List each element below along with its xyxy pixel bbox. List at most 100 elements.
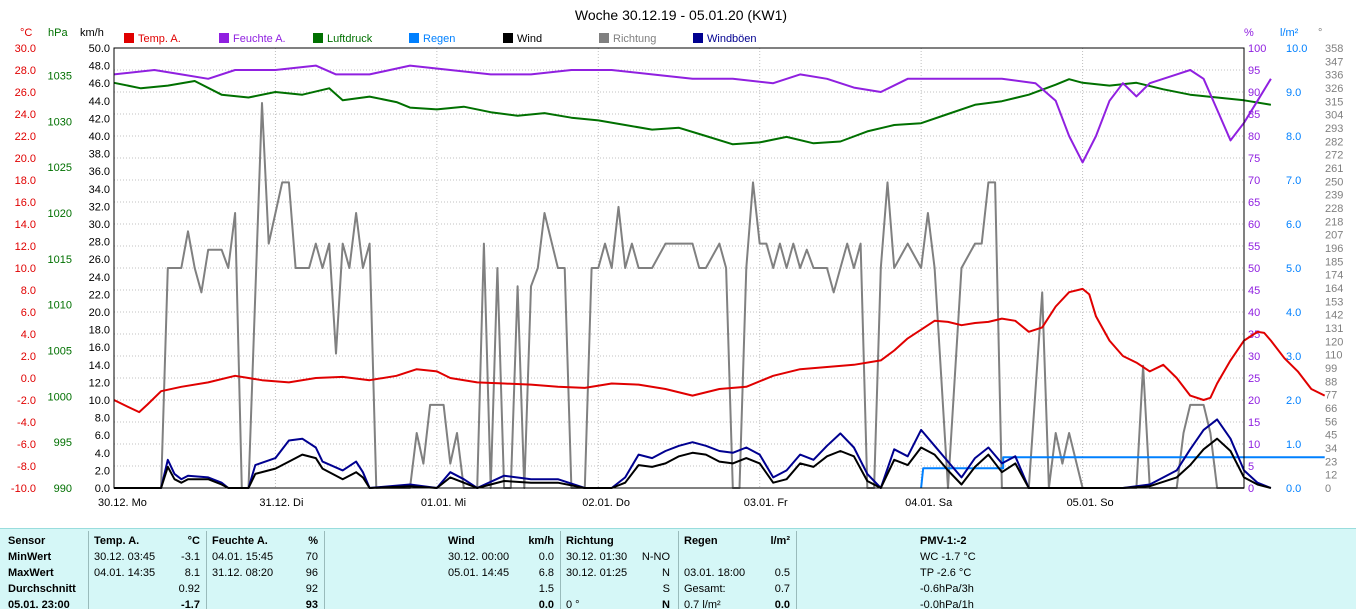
rain-tick-label: 5.0 [1286,263,1301,275]
grid [114,48,1244,488]
series [113,64,1326,489]
direction-tick-label: 0 [1325,483,1331,495]
humidity-tick-label: 60 [1248,219,1260,231]
direction-tick-label: 326 [1325,83,1343,95]
humidity-tick-label: 55 [1248,241,1260,253]
series-line-luftdruck [113,78,1272,146]
header-sensor: Sensor [8,535,46,547]
temp-tick-label: -10.0 [11,483,36,495]
plot-frame [113,47,1245,489]
wind-tick-label: 34.0 [89,184,110,196]
temp-tick-label: 24.0 [15,109,36,121]
direction-tick-label: 34 [1325,443,1337,455]
x-tick-label: 03.01. Fr [744,497,788,509]
max-wind-time: 05.01. 14:45 [448,567,510,579]
wind-tick-label: 16.0 [89,342,110,354]
max-wind-value: 6.8 [538,567,554,579]
direction-tick-label: 174 [1325,270,1343,282]
max-dir-time: 30.12. 01:25 [566,567,628,579]
humidity-tick-label: 90 [1248,87,1260,99]
temp-tick-label: 26.0 [15,87,36,99]
max-temp-time: 04.01. 14:35 [94,567,156,579]
header-wind-unit: km/h [528,535,554,547]
wind-tick-label: 44.0 [89,96,110,108]
wind-tick-label: 48.0 [89,61,110,73]
x-tick-label: 05.01. So [1067,497,1114,509]
header-direction: Richtung [566,535,614,547]
wind-tick-label: 20.0 [89,307,110,319]
direction-tick-label: 228 [1325,203,1343,215]
temp-tick-label: 22.0 [15,131,36,143]
temp-tick-label: 2.0 [21,351,36,363]
stats-divider [206,531,207,609]
direction-tick-label: 142 [1325,310,1343,322]
temp-tick-label: -8.0 [17,461,36,473]
rain-tick-label: 10.0 [1286,43,1307,55]
series-line-richtung [114,102,1244,489]
min-wind-value: 0.0 [538,551,554,563]
humidity-tick-label: 15 [1248,417,1260,429]
wind-tick-label: 36.0 [89,166,110,178]
direction-tick-label: 153 [1325,296,1343,308]
direction-tick-label: 315 [1325,96,1343,108]
legend-swatch [219,33,229,43]
legend: Temp. A. Feuchte A. Luftdruck Regen Wind Rich… [124,33,757,45]
wind-tick-label: 32.0 [89,201,110,213]
legend-label: Richtung [613,33,656,45]
max-rain-value: 0.5 [774,567,790,579]
avg-hum-value: 92 [305,583,318,595]
direction-tick-label: 77 [1325,390,1337,402]
direction-tick-label: 207 [1325,230,1343,242]
avg-wind-value: 1.5 [538,583,554,595]
legend-label: Regen [423,33,455,45]
rain-tick-label: 0.0 [1286,483,1301,495]
max-hum-value: 96 [305,567,318,579]
temp-tick-label: 6.0 [21,307,36,319]
direction-tick-label: 110 [1325,350,1343,362]
statistics-panel: Sensor Temp. A. °C Feuchte A. % Wind km/… [0,528,1356,611]
wind-tick-label: 40.0 [89,131,110,143]
direction-tick-label: 23 [1325,456,1337,468]
pressure-tick-label: 1020 [48,208,72,220]
avg-dir-value: S [662,583,670,595]
rain-tick-label: 6.0 [1286,219,1301,231]
humidity-tick-label: 100 [1248,43,1266,55]
temp-tick-label: 18.0 [15,175,36,187]
current-rain-total: 0.7 l/m² [684,599,721,611]
min-hum-time: 04.01. 15:45 [212,551,274,563]
temp-tick-label: -2.0 [17,395,36,407]
temp-tick-label: 28.0 [15,65,36,77]
wind-tick-label: 50.0 [89,43,110,55]
wind-tick-label: 30.0 [89,219,110,231]
rain-tick-label: 2.0 [1286,395,1301,407]
current-dir-degrees: 0 ° [566,599,580,611]
humidity-tick-label: 45 [1248,285,1260,297]
humidity-tick-label: 50 [1248,263,1260,275]
x-tick-label: 02.01. Do [582,497,630,509]
pressure-tick-label: 1030 [48,116,72,128]
wind-tick-label: 26.0 [89,254,110,266]
header-humidity-unit: % [308,535,318,547]
axis-units: °C hPa km/h% l/m² ° [20,27,1322,39]
direction-tick-label: 347 [1325,56,1343,68]
rain-tick-label: 7.0 [1286,175,1301,187]
legend-label: Windböen [707,33,757,45]
x-tick-label: 04.01. Sa [905,497,953,509]
wind-tick-label: 22.0 [89,289,110,301]
rain-tick-label: 9.0 [1286,87,1301,99]
stats-divider [678,531,679,609]
pressure-tick-label: 1025 [48,162,72,174]
temp-tick-label: 8.0 [21,285,36,297]
humidity-tick-label: 10 [1248,439,1260,451]
direction-tick-label: 99 [1325,363,1337,375]
header-temp: Temp. A. [94,535,140,547]
rain-tick-label: 1.0 [1286,439,1301,451]
temp-tick-label: 30.0 [15,43,36,55]
legend-label: Temp. A. [138,33,181,45]
wind-tick-label: 46.0 [89,78,110,90]
rain-total-label: Gesamt: [684,583,726,595]
wind-unit: km/h [80,27,104,39]
wind-tick-label: 0.0 [95,483,110,495]
direction-tick-label: 293 [1325,123,1343,135]
stats-divider [88,531,89,609]
